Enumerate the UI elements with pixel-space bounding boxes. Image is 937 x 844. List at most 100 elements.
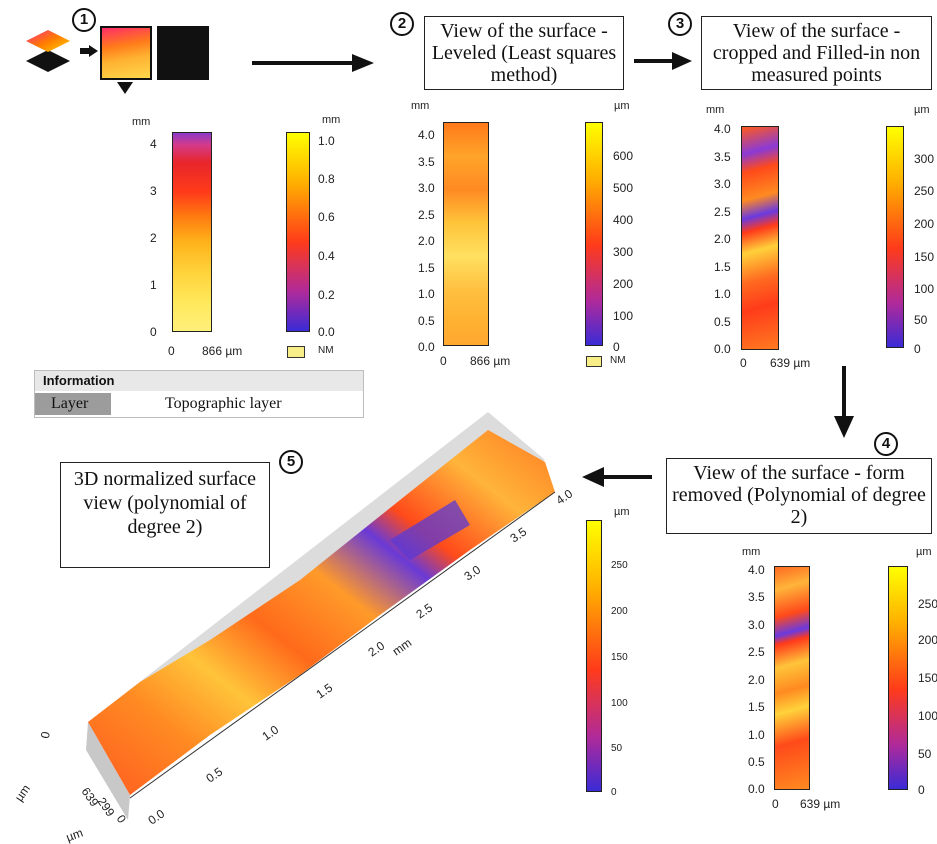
panel2-y-tick: 1.0 (418, 287, 435, 301)
panel2-cbar-tick: 200 (613, 277, 633, 291)
down-triangle-icon (117, 82, 133, 94)
panel3-y-tick: 2.5 (714, 205, 731, 219)
panel4-cbar-tick: 150 (918, 671, 937, 685)
panel4-y-unit: mm (742, 546, 760, 558)
panel2-y-tick: 2.5 (418, 208, 435, 222)
flow-arrow-1-2 (252, 54, 374, 72)
panel2-cbar-unit: µm (614, 100, 630, 112)
panel5-cbar-tick: 150 (611, 652, 628, 663)
panel3-y-tick: 4.0 (714, 122, 731, 136)
panel4-y-tick: 1.5 (748, 700, 765, 714)
panel4-x-unit: 639 µm (800, 797, 840, 811)
panel4-y-tick: 1.0 (748, 728, 765, 742)
panel3-x-unit: 639 µm (770, 356, 810, 370)
panel4-y-tick: 2.5 (748, 645, 765, 659)
panel1-cbar-unit: mm (322, 114, 340, 126)
panel1-y-tick: 0 (150, 325, 157, 339)
panel4-y-tick: 3.0 (748, 618, 765, 632)
panel2-surface-strip (443, 122, 489, 346)
panel2-y-tick: 3.5 (418, 155, 435, 169)
panel2-cbar-tick: 400 (613, 213, 633, 227)
panel1-y-tick: 2 (150, 231, 157, 245)
panel4-cbar-tick: 50 (918, 747, 931, 761)
panel1-nm-label: NM (318, 345, 334, 356)
panel5-colorbar (586, 520, 602, 792)
panel4-cbar-unit: µm (916, 546, 932, 558)
panel3-cbar-unit: µm (914, 104, 930, 116)
panel1-y-tick: 1 (150, 278, 157, 292)
panel1-x-zero: 0 (168, 344, 175, 358)
information-header: Information (35, 371, 363, 391)
panel3-y-tick: 1.5 (714, 260, 731, 274)
panel3-cbar-tick: 250 (914, 184, 934, 198)
mask-thumbnail (157, 26, 209, 80)
step-3-title: View of the surface - cropped and Filled… (701, 16, 932, 90)
panel2-x-zero: 0 (440, 354, 447, 368)
panel4-y-tick: 0.5 (748, 755, 765, 769)
panel3-colorbar (886, 126, 904, 348)
panel3-y-tick: 2.0 (714, 232, 731, 246)
panel1-cbar-tick: 1.0 (318, 134, 335, 148)
panel2-nm-swatch (586, 356, 602, 367)
step-2-badge: 2 (390, 12, 414, 36)
panel2-cbar-tick: 500 (613, 181, 633, 195)
panel1-nm-swatch (287, 346, 305, 358)
panel3-cbar-tick: 100 (914, 282, 934, 296)
step-2-title: View of the surface - Leveled (Least squ… (424, 16, 624, 90)
panel1-surface-strip (172, 132, 212, 332)
panel2-cbar-tick: 100 (613, 309, 633, 323)
panel1-cbar-tick: 0.4 (318, 249, 335, 263)
panel2-cbar-tick: 300 (613, 245, 633, 259)
panel3-cbar-tick: 200 (914, 217, 934, 231)
surface-thumbnail (100, 26, 152, 80)
panel3-x-zero: 0 (740, 356, 747, 370)
right-arrow-icon (80, 45, 98, 57)
panel3-y-tick: 0.5 (714, 315, 731, 329)
panel2-y-tick: 0.0 (418, 340, 435, 354)
flow-arrow-2-3 (634, 52, 692, 70)
step-4-title: View of the surface - form removed (Poly… (666, 458, 932, 534)
surface-3d-top (88, 430, 555, 795)
panel3-y-unit: mm (706, 104, 724, 116)
panel3-cbar-tick: 0 (914, 342, 921, 356)
panel3-cbar-tick: 300 (914, 152, 934, 166)
panel1-cbar-tick: 0.8 (318, 172, 335, 186)
panel2-cbar-tick: 600 (613, 149, 633, 163)
panel4-y-tick: 4.0 (748, 563, 765, 577)
panel5-cbar-tick: 0 (611, 787, 617, 798)
panel2-y-tick: 1.5 (418, 261, 435, 275)
panel5-cbar-tick: 50 (611, 743, 622, 754)
step-4-badge: 4 (874, 432, 898, 456)
panel2-y-tick: 2.0 (418, 234, 435, 248)
panel4-cbar-tick: 0 (918, 783, 925, 797)
panel1-cbar-tick: 0.2 (318, 288, 335, 302)
panel2-nm-label: NM (610, 355, 626, 366)
flow-arrow-3-4 (834, 366, 854, 440)
panel5-cbar-unit: µm (614, 506, 630, 518)
panel4-cbar-tick: 200 (918, 633, 937, 647)
panel3-cbar-tick: 50 (914, 313, 927, 327)
panel1-y-unit: mm (132, 116, 150, 128)
panel3-y-tick: 3.5 (714, 150, 731, 164)
step-3-badge: 3 (668, 12, 692, 36)
panel3-y-tick: 1.0 (714, 287, 731, 301)
panel5-cbar-tick: 100 (611, 698, 628, 709)
panel1-colorbar (286, 132, 310, 332)
panel2-cbar-tick: 0 (613, 340, 620, 354)
panel2-y-tick: 0.5 (418, 314, 435, 328)
panel4-y-tick: 3.5 (748, 590, 765, 604)
panel4-cbar-tick: 250 (918, 597, 937, 611)
panel4-surface-strip (774, 566, 810, 790)
panel3-y-tick: 3.0 (714, 177, 731, 191)
panel4-cbar-tick: 100 (918, 709, 937, 723)
panel1-y-tick: 3 (150, 184, 157, 198)
layers-icon (26, 28, 76, 76)
panel4-colorbar (888, 566, 908, 790)
panel4-y-tick: 0.0 (748, 782, 765, 796)
panel5-cbar-tick: 250 (611, 560, 628, 571)
panel3-cbar-tick: 150 (914, 250, 934, 264)
panel2-y-tick: 4.0 (418, 128, 435, 142)
panel1-x-unit: 866 µm (202, 344, 242, 358)
panel3-y-tick: 0.0 (714, 342, 731, 356)
panel2-x-unit: 866 µm (470, 354, 510, 368)
